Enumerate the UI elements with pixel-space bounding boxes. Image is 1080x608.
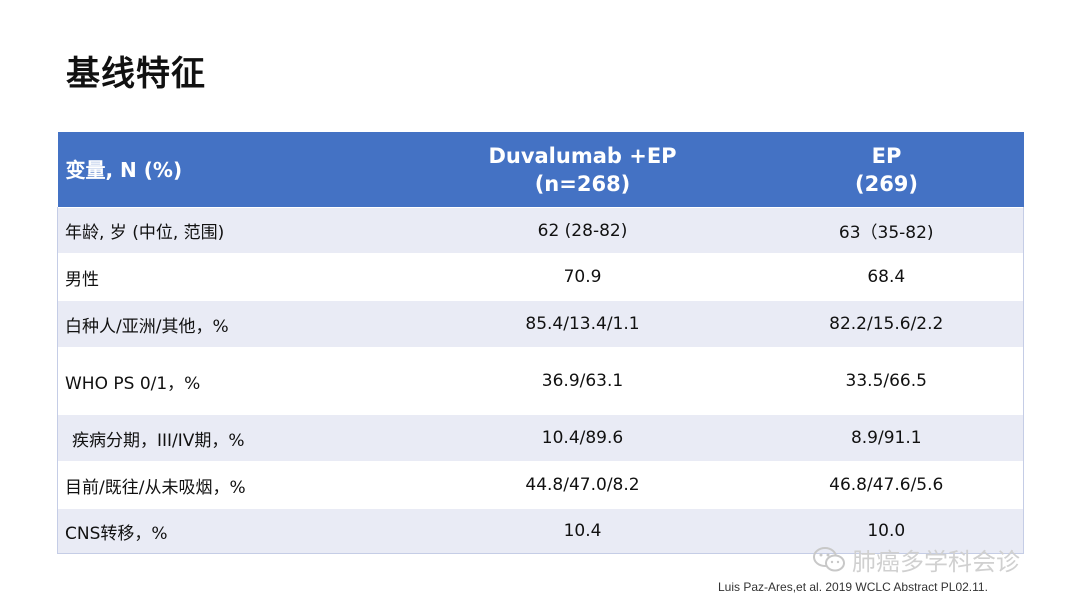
row-label: CNS转移，% [57, 508, 416, 554]
row-value-durvalumab: 10.4 [415, 508, 750, 554]
header-ep-name: EP [871, 143, 902, 168]
table-row: 疾病分期，III/IV期，% 10.4/89.6 8.9/91.1 [57, 414, 1024, 462]
row-label: 白种人/亚洲/其他，% [57, 300, 416, 348]
table-row: WHO PS 0/1，% 36.9/63.1 33.5/66.5 [57, 347, 1024, 415]
row-value-ep: 63（35-82) [749, 207, 1024, 254]
row-value-durvalumab: 70.9 [415, 253, 750, 301]
row-label: 年龄, 岁 (中位, 范围) [57, 207, 416, 254]
table-row: 年龄, 岁 (中位, 范围) 62 (28-82) 63（35-82) [57, 207, 1024, 254]
row-value-ep: 10.0 [749, 508, 1024, 554]
row-value-durvalumab: 10.4/89.6 [415, 414, 750, 462]
row-label: WHO PS 0/1，% [57, 347, 416, 415]
row-label: 男性 [57, 253, 416, 301]
row-value-durvalumab: 44.8/47.0/8.2 [415, 461, 750, 509]
table-row: 白种人/亚洲/其他，% 85.4/13.4/1.1 82.2/15.6/2.2 [57, 300, 1024, 348]
wechat-icon [813, 546, 845, 571]
row-value-durvalumab: 36.9/63.1 [415, 347, 750, 415]
header-durvalumab: Duvalumab +EP (n=268) [415, 132, 750, 208]
header-ep: EP (269) [749, 132, 1024, 208]
row-value-durvalumab: 62 (28-82) [415, 207, 750, 254]
header-variable: 变量, N (%) [57, 132, 416, 208]
row-value-ep: 82.2/15.6/2.2 [749, 300, 1024, 348]
page-title: 基线特征 [66, 54, 206, 94]
citation: Luis Paz-Ares,et al. 2019 WCLC Abstract … [718, 580, 988, 594]
watermark: 肺癌多学科会诊 [812, 542, 1020, 577]
header-durvalumab-name: Duvalumab +EP [488, 143, 677, 168]
row-value-ep: 46.8/47.6/5.6 [749, 461, 1024, 509]
table-row: 目前/既往/从未吸烟，% 44.8/47.0/8.2 46.8/47.6/5.6 [57, 461, 1024, 509]
row-value-ep: 33.5/66.5 [749, 347, 1024, 415]
header-durvalumab-n: (n=268) [534, 171, 631, 196]
header-ep-n: (269) [854, 171, 919, 196]
baseline-table: 变量, N (%) Duvalumab +EP (n=268) EP (269)… [57, 132, 1024, 554]
table-row: 男性 70.9 68.4 [57, 253, 1024, 301]
row-value-ep: 68.4 [749, 253, 1024, 301]
row-label: 疾病分期，III/IV期，% [57, 414, 416, 462]
table-row: CNS转移，% 10.4 10.0 [57, 508, 1024, 554]
watermark-text: 肺癌多学科会诊 [852, 548, 1020, 576]
row-value-ep: 8.9/91.1 [749, 414, 1024, 462]
row-value-durvalumab: 85.4/13.4/1.1 [415, 300, 750, 348]
table-header-row: 变量, N (%) Duvalumab +EP (n=268) EP (269) [57, 132, 1024, 208]
row-label: 目前/既往/从未吸烟，% [57, 461, 416, 509]
